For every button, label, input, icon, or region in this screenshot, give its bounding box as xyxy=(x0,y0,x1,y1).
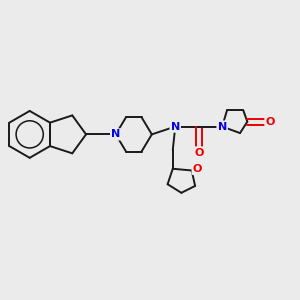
Text: N: N xyxy=(171,122,180,132)
Text: O: O xyxy=(193,164,202,174)
Text: O: O xyxy=(266,117,275,127)
Text: N: N xyxy=(111,129,120,140)
Text: N: N xyxy=(218,122,227,132)
Text: O: O xyxy=(194,148,203,158)
